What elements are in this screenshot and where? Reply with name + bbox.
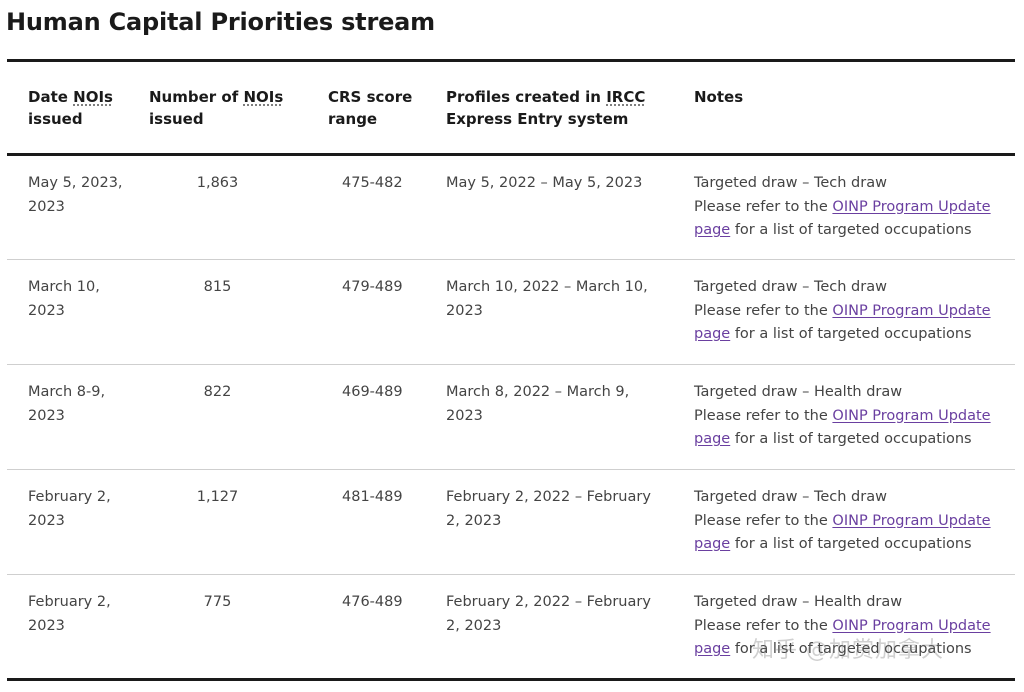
note-prefix: Please refer to the xyxy=(694,617,833,634)
noi-draws-table-wrapper: Date NOIs issued Number of NOIs issued C… xyxy=(7,59,1015,681)
cell-crs: 481-489 xyxy=(293,469,425,575)
cell-crs: 479-489 xyxy=(293,259,425,365)
cell-notes: Targeted draw – Health draw Please refer … xyxy=(673,364,1015,470)
note-suffix: for a list of targeted occupations xyxy=(730,641,972,657)
note-prefix: Please refer to the xyxy=(694,198,833,215)
note-title: Targeted draw – Tech draw xyxy=(694,175,887,191)
oinp-program-update-link[interactable]: OINP Program Update page xyxy=(694,512,991,553)
header-text: issued xyxy=(149,110,204,128)
abbr-ircc[interactable]: IRCC xyxy=(606,88,646,106)
cell-date: May 5, 2023, 2023 xyxy=(7,154,142,260)
noi-draws-table: Date NOIs issued Number of NOIs issued C… xyxy=(7,59,1015,681)
note-title: Targeted draw – Tech draw xyxy=(694,279,887,295)
table-row: February 2, 2023 775 476-489 February 2,… xyxy=(7,575,1015,680)
header-text: Number of xyxy=(149,88,244,106)
cell-profiles: February 2, 2022 – February 2, 2023 xyxy=(425,469,673,575)
note-prefix: Please refer to the xyxy=(694,407,833,424)
table-row: March 8-9, 2023 822 469-489 March 8, 202… xyxy=(7,364,1015,470)
header-text: issued xyxy=(28,110,83,128)
note-prefix: Please refer to the xyxy=(694,512,833,529)
cell-number: 775 xyxy=(203,594,232,610)
column-header-crs: CRS score range xyxy=(293,60,425,156)
column-header-profiles: Profiles created in IRCC Express Entry s… xyxy=(425,60,673,156)
cell-date: March 8-9, 2023 xyxy=(7,364,142,470)
oinp-program-update-link[interactable]: OINP Program Update page xyxy=(694,198,991,239)
cell-date: February 2, 2023 xyxy=(7,469,142,575)
abbr-nois[interactable]: NOIs xyxy=(73,88,113,106)
note-title: Targeted draw – Health draw xyxy=(694,594,903,610)
cell-crs: 469-489 xyxy=(293,364,425,470)
column-header-notes: Notes xyxy=(673,60,1015,156)
note-title: Targeted draw – Tech draw xyxy=(694,489,887,505)
column-header-number: Number of NOIs issued xyxy=(142,60,293,156)
cell-profiles: March 10, 2022 – March 10, 2023 xyxy=(425,259,673,365)
oinp-program-update-link[interactable]: OINP Program Update page xyxy=(694,617,991,658)
note-suffix: for a list of targeted occupations xyxy=(730,326,972,342)
oinp-program-update-link[interactable]: OINP Program Update page xyxy=(694,407,991,448)
cell-notes: Targeted draw – Tech draw Please refer to… xyxy=(673,154,1015,260)
cell-number: 815 xyxy=(142,259,293,365)
abbr-nois[interactable]: NOIs xyxy=(243,88,284,106)
table-row: May 5, 2023, 2023 1,863 475-482 May 5, 2… xyxy=(7,154,1015,260)
oinp-program-update-link[interactable]: OINP Program Update page xyxy=(694,302,991,343)
cell-crs: 476-489 xyxy=(342,594,403,610)
header-text: Profiles created in xyxy=(446,88,607,106)
table-header: Date NOIs issued Number of NOIs issued C… xyxy=(7,60,1015,156)
note-suffix: for a list of targeted occupations xyxy=(730,536,972,552)
cell-number: 1,127 xyxy=(142,469,293,575)
cell-number: 1,863 xyxy=(142,154,293,260)
header-text: Date xyxy=(28,88,74,106)
note-prefix: Please refer to the xyxy=(694,302,833,319)
cell-notes: Targeted draw – Health draw Please refer … xyxy=(673,575,1015,680)
table-body: May 5, 2023, 2023 1,863 475-482 May 5, 2… xyxy=(7,154,1015,680)
cell-date: February 2, 2023 xyxy=(28,594,111,634)
table-row: February 2, 2023 1,127 481-489 February … xyxy=(7,469,1015,575)
note-suffix: for a list of targeted occupations xyxy=(730,222,972,238)
page-title: Human Capital Priorities stream xyxy=(6,8,435,36)
cell-notes: Targeted draw – Tech draw Please refer to… xyxy=(673,469,1015,575)
note-suffix: for a list of targeted occupations xyxy=(730,431,972,447)
cell-profiles: March 8, 2022 – March 9, 2023 xyxy=(425,364,673,470)
cell-crs: 475-482 xyxy=(293,154,425,260)
header-text: Express Entry system xyxy=(446,110,629,128)
note-title: Targeted draw – Health draw xyxy=(694,384,903,400)
cell-profiles: February 2, 2022 – February 2, 2023 xyxy=(446,594,651,634)
table-row: March 10, 2023 815 479-489 March 10, 202… xyxy=(7,259,1015,365)
header-row: Date NOIs issued Number of NOIs issued C… xyxy=(7,60,1015,156)
column-header-date: Date NOIs issued xyxy=(7,60,142,156)
cell-number: 822 xyxy=(142,364,293,470)
cell-date: March 10, 2023 xyxy=(7,259,142,365)
cell-profiles: May 5, 2022 – May 5, 2023 xyxy=(425,154,673,260)
cell-notes: Targeted draw – Tech draw Please refer to… xyxy=(673,259,1015,365)
